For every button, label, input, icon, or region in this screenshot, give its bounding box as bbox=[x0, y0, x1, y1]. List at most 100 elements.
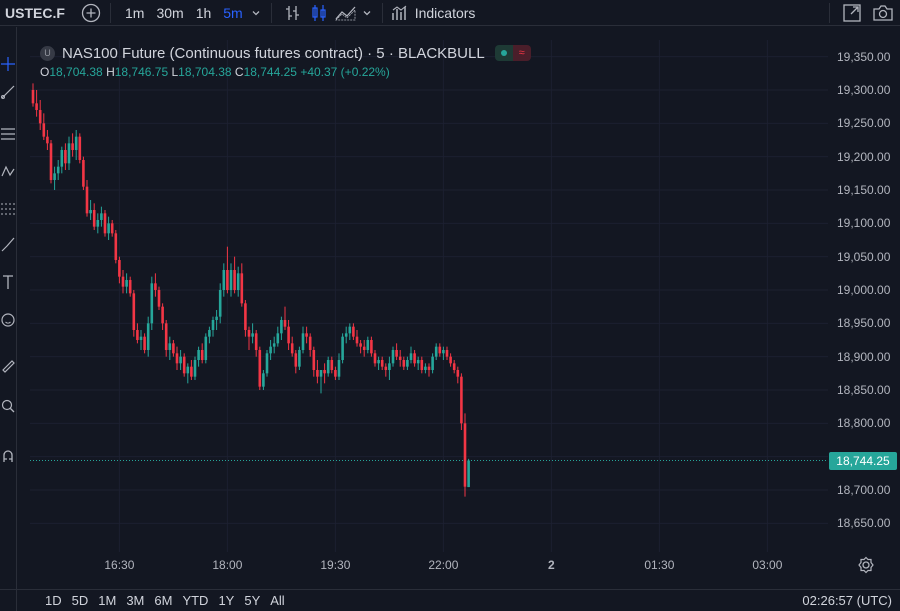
candle[interactable] bbox=[118, 256, 121, 284]
candle[interactable] bbox=[193, 356, 197, 380]
candle[interactable] bbox=[236, 266, 240, 297]
candle[interactable] bbox=[103, 210, 107, 237]
market-status-badge[interactable]: ≈ bbox=[494, 45, 531, 61]
candle[interactable] bbox=[445, 346, 449, 360]
candle[interactable] bbox=[35, 90, 38, 117]
candle[interactable] bbox=[262, 370, 265, 390]
timeframe-30m[interactable]: 30m bbox=[156, 4, 184, 21]
candle[interactable] bbox=[222, 263, 226, 297]
candle[interactable] bbox=[409, 346, 413, 364]
candle[interactable] bbox=[110, 220, 114, 237]
candle[interactable] bbox=[269, 340, 272, 360]
candle[interactable] bbox=[301, 326, 305, 354]
candle[interactable] bbox=[362, 340, 366, 357]
candle[interactable] bbox=[406, 356, 409, 370]
zoom-icon[interactable] bbox=[0, 397, 16, 415]
candle[interactable] bbox=[78, 133, 82, 164]
emoji-icon[interactable] bbox=[0, 311, 16, 329]
candle[interactable] bbox=[319, 370, 323, 394]
bar-style-icon[interactable] bbox=[280, 4, 306, 22]
range-5y[interactable]: 5Y bbox=[244, 593, 261, 608]
candle[interactable] bbox=[373, 350, 377, 367]
candle[interactable] bbox=[139, 330, 143, 350]
candle[interactable] bbox=[380, 356, 384, 370]
candle[interactable] bbox=[125, 273, 128, 294]
range-6m[interactable]: 6M bbox=[154, 593, 173, 608]
candles-style-icon[interactable] bbox=[306, 4, 332, 22]
candle[interactable] bbox=[308, 333, 312, 357]
candle[interactable] bbox=[56, 160, 60, 180]
candle[interactable] bbox=[211, 316, 215, 337]
candle[interactable] bbox=[424, 363, 427, 374]
candle[interactable] bbox=[434, 343, 438, 360]
candle[interactable] bbox=[100, 206, 103, 227]
range-ytd[interactable]: YTD bbox=[182, 593, 209, 608]
candle[interactable] bbox=[233, 256, 236, 294]
candle[interactable] bbox=[190, 360, 193, 380]
candle[interactable] bbox=[49, 140, 53, 184]
candle[interactable] bbox=[305, 326, 308, 344]
add-symbol-icon[interactable] bbox=[80, 2, 102, 24]
range-1d[interactable]: 1D bbox=[45, 593, 62, 608]
candle[interactable] bbox=[186, 363, 190, 384]
candle[interactable] bbox=[452, 360, 456, 374]
candle[interactable] bbox=[337, 353, 341, 380]
candle[interactable] bbox=[344, 326, 348, 344]
candle[interactable] bbox=[200, 343, 204, 364]
indicators-button[interactable]: Indicators bbox=[391, 4, 475, 22]
candle[interactable] bbox=[85, 180, 89, 217]
fib-retracement-icon[interactable] bbox=[0, 125, 16, 143]
candle[interactable] bbox=[276, 326, 280, 347]
candle[interactable] bbox=[128, 276, 132, 297]
candle[interactable] bbox=[157, 286, 161, 310]
candle[interactable] bbox=[391, 346, 395, 367]
candle[interactable] bbox=[294, 350, 298, 374]
range-1m[interactable]: 1M bbox=[98, 593, 117, 608]
candle[interactable] bbox=[359, 340, 362, 354]
candle[interactable] bbox=[107, 216, 110, 240]
candle[interactable] bbox=[229, 263, 233, 297]
candle[interactable] bbox=[168, 336, 172, 360]
candle[interactable] bbox=[46, 130, 49, 150]
candle[interactable] bbox=[298, 346, 301, 370]
utc-clock[interactable]: 02:26:57 (UTC) bbox=[802, 593, 892, 608]
brush-icon[interactable] bbox=[0, 235, 16, 253]
candle[interactable] bbox=[161, 303, 164, 330]
range-5d[interactable]: 5D bbox=[71, 593, 89, 608]
candle[interactable] bbox=[31, 83, 35, 107]
candle[interactable] bbox=[172, 340, 175, 357]
candle[interactable] bbox=[388, 356, 391, 380]
candle[interactable] bbox=[89, 200, 92, 220]
candle[interactable] bbox=[402, 356, 406, 370]
candle[interactable] bbox=[208, 326, 211, 344]
candle[interactable] bbox=[398, 350, 402, 367]
candle[interactable] bbox=[416, 356, 420, 370]
candle[interactable] bbox=[330, 356, 334, 374]
candle[interactable] bbox=[280, 316, 283, 340]
candle[interactable] bbox=[334, 366, 337, 380]
candle[interactable] bbox=[395, 343, 398, 360]
candle[interactable] bbox=[42, 113, 46, 140]
candle[interactable] bbox=[96, 213, 100, 234]
candle[interactable] bbox=[442, 346, 445, 360]
range-1y[interactable]: 1Y bbox=[218, 593, 235, 608]
candle[interactable] bbox=[384, 363, 388, 377]
time-axis[interactable]: 16:30 18:00 19:30 22:00 2 01:30 03:00 bbox=[30, 552, 828, 578]
candle[interactable] bbox=[283, 306, 287, 330]
chevron-down-icon[interactable] bbox=[360, 8, 374, 18]
forecast-icon[interactable] bbox=[0, 199, 16, 217]
candle[interactable] bbox=[182, 353, 186, 377]
candle[interactable] bbox=[413, 350, 416, 367]
candle[interactable] bbox=[438, 343, 442, 357]
ruler-icon[interactable] bbox=[0, 357, 16, 375]
candle[interactable] bbox=[143, 333, 146, 354]
candle[interactable] bbox=[146, 316, 150, 357]
candle[interactable] bbox=[427, 363, 431, 377]
candle[interactable] bbox=[179, 350, 182, 370]
candle[interactable] bbox=[341, 333, 344, 364]
candle[interactable] bbox=[204, 333, 208, 364]
candle[interactable] bbox=[460, 373, 463, 430]
fullscreen-icon[interactable] bbox=[838, 3, 866, 23]
candle[interactable] bbox=[67, 136, 71, 170]
candle[interactable] bbox=[467, 458, 470, 488]
